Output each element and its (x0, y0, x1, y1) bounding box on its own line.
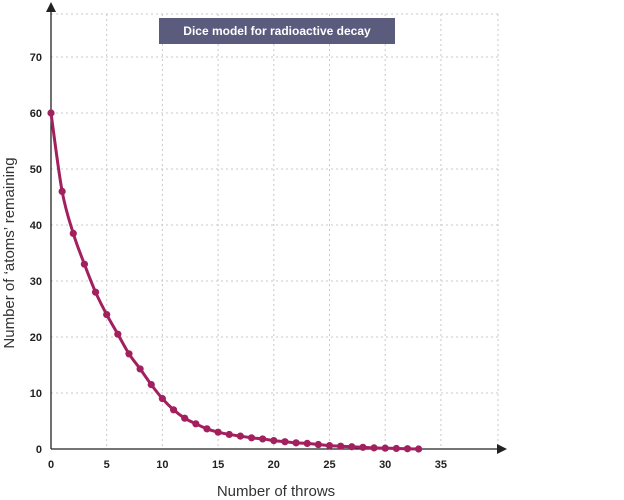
data-point (270, 437, 278, 445)
data-point (69, 229, 77, 237)
data-point (381, 444, 389, 452)
data-point (303, 439, 311, 447)
y-tick-labels: 0 10 20 30 40 50 60 70 (30, 52, 42, 456)
x-tick-labels: 0 5 10 15 20 25 30 35 (48, 459, 447, 471)
y-tick-label: 40 (30, 220, 42, 232)
data-point (314, 440, 322, 449)
x-axis-label: Number of throws (217, 483, 335, 500)
series-line (49, 112, 419, 451)
data-point (247, 434, 256, 442)
data-point (337, 442, 345, 450)
x-tick-label: 5 (104, 459, 110, 471)
x-tick-label: 0 (48, 459, 54, 471)
data-point (281, 438, 289, 446)
y-tick-label: 70 (30, 52, 42, 64)
data-point (292, 439, 300, 447)
data-point (203, 425, 211, 433)
data-point (125, 350, 133, 358)
data-point (359, 443, 367, 451)
y-tick-label: 20 (30, 332, 42, 344)
data-point (415, 445, 423, 453)
data-point (91, 288, 100, 296)
data-point (325, 442, 334, 450)
x-tick-label: 25 (323, 459, 335, 471)
data-point (169, 406, 178, 414)
axes (46, 2, 507, 454)
data-point (392, 444, 400, 453)
data-point (259, 435, 267, 443)
data-point (158, 395, 166, 403)
y-tick-label: 10 (30, 388, 42, 400)
data-point (47, 109, 55, 117)
data-point (348, 443, 356, 451)
y-tick-label: 50 (30, 164, 42, 176)
x-tick-label: 30 (379, 459, 391, 471)
data-point (225, 430, 233, 439)
y-axis-label: Number of ‘atoms’ remaining (1, 157, 18, 348)
data-point (192, 420, 200, 428)
data-point (147, 381, 155, 389)
y-tick-label: 60 (30, 108, 42, 120)
x-tick-label: 20 (268, 459, 280, 471)
data-point (181, 414, 189, 422)
y-tick-label: 0 (36, 444, 42, 456)
chart-title: Dice model for radioactive decay (159, 18, 395, 44)
data-point (236, 432, 244, 440)
data-point (80, 260, 89, 268)
data-point (58, 187, 66, 195)
series-decay (47, 109, 423, 453)
data-point (403, 445, 412, 453)
data-point (136, 365, 144, 373)
grid-lines (51, 13, 499, 449)
x-tick-label: 10 (156, 459, 168, 471)
data-point (214, 428, 222, 436)
x-tick-label: 15 (212, 459, 224, 471)
data-point (370, 444, 378, 452)
data-point (103, 311, 111, 319)
data-point (114, 330, 122, 338)
y-tick-label: 30 (30, 276, 42, 288)
x-tick-label: 35 (435, 459, 447, 471)
